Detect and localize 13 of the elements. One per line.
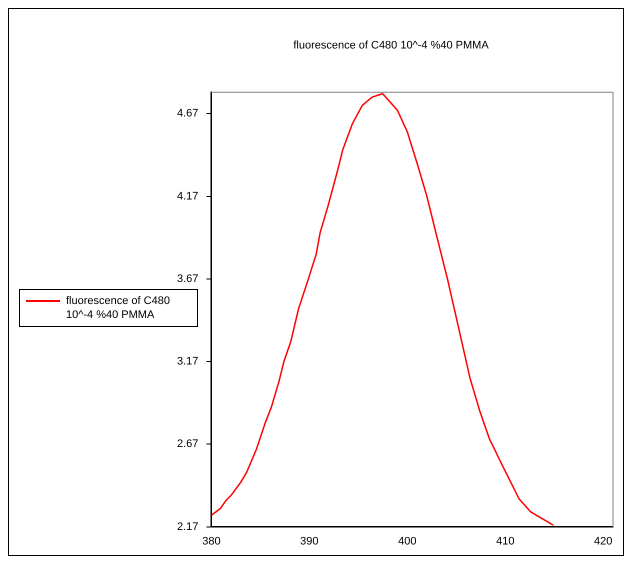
x-tick-label: 380 [202, 535, 221, 548]
y-tick-label: 4.17 [176, 190, 198, 202]
y-tick-label: 4.67 [176, 108, 198, 120]
y-tick-label: 3.67 [176, 272, 198, 285]
x-tick-label: 400 [398, 535, 416, 548]
x-tick-label: 390 [300, 535, 319, 548]
chart-title: fluorescence of C480 10^-4 %40 PMMA [293, 40, 490, 52]
x-tick-label: 420 [594, 535, 612, 548]
legend-label: fluorescence of C480 10^-4 %40 PMMA [66, 294, 171, 322]
x-tick-label: 410 [496, 535, 514, 548]
y-tick-label: 2.67 [176, 438, 198, 450]
y-tick-label: 2.17 [176, 520, 198, 533]
y-tick-label: 3.17 [176, 356, 198, 368]
